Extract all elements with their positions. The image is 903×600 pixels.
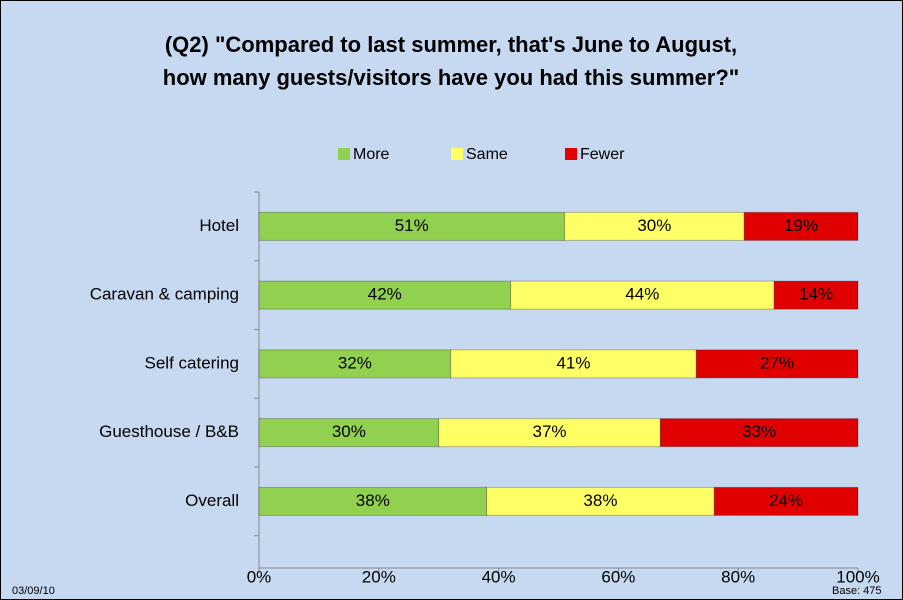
bar-segment xyxy=(713,486,859,516)
date-note: 03/09/10 xyxy=(12,585,55,597)
chart-title: (Q2) "Compared to last summer, that's Ju… xyxy=(165,32,737,57)
data-label: 30% xyxy=(332,422,366,441)
bar-segment xyxy=(258,418,440,448)
data-label: 32% xyxy=(338,353,372,372)
x-tick-label: 100% xyxy=(836,567,879,586)
legend-swatch xyxy=(565,148,577,160)
y-tick-label: Overall xyxy=(185,491,239,510)
x-tick-label: 80% xyxy=(721,567,755,586)
y-tick-label: Guesthouse / B&B xyxy=(99,422,239,441)
x-tick-label: 40% xyxy=(482,567,516,586)
data-label: 14% xyxy=(799,285,833,304)
data-label: 33% xyxy=(742,422,776,441)
bar-segment xyxy=(773,280,859,310)
bar-segment xyxy=(438,418,661,448)
legend-swatch xyxy=(338,148,350,160)
data-label: 44% xyxy=(625,285,659,304)
bar-segment xyxy=(258,486,488,516)
legend-label: Same xyxy=(466,146,508,163)
data-label: 38% xyxy=(583,491,617,510)
data-label: 24% xyxy=(769,491,803,510)
base-note: Base: 475 xyxy=(832,585,882,597)
data-label: 51% xyxy=(395,216,429,235)
bar-segment xyxy=(258,349,452,379)
chart-title: how many guests/visitors have you had th… xyxy=(163,65,739,90)
bar-segment xyxy=(743,211,859,241)
data-label: 27% xyxy=(760,353,794,372)
bar-segment xyxy=(563,211,745,241)
bar-segment xyxy=(510,280,775,310)
data-label: 42% xyxy=(368,285,402,304)
y-tick-label: Caravan & camping xyxy=(90,285,239,304)
x-tick-label: 60% xyxy=(601,567,635,586)
x-tick-label: 0% xyxy=(247,567,272,586)
x-tick-label: 20% xyxy=(362,567,396,586)
data-label: 37% xyxy=(532,422,566,441)
legend-label: More xyxy=(353,146,390,163)
bar-segment xyxy=(486,486,715,516)
y-tick-label: Self catering xyxy=(145,353,240,372)
bar-segment xyxy=(659,418,859,448)
bar-segment xyxy=(695,349,859,379)
legend-label: Fewer xyxy=(580,146,625,163)
data-label: 41% xyxy=(556,353,590,372)
data-label: 30% xyxy=(637,216,671,235)
data-label: 19% xyxy=(784,216,818,235)
data-label: 38% xyxy=(356,491,390,510)
y-tick-label: Hotel xyxy=(199,216,239,235)
legend-swatch xyxy=(451,148,463,160)
